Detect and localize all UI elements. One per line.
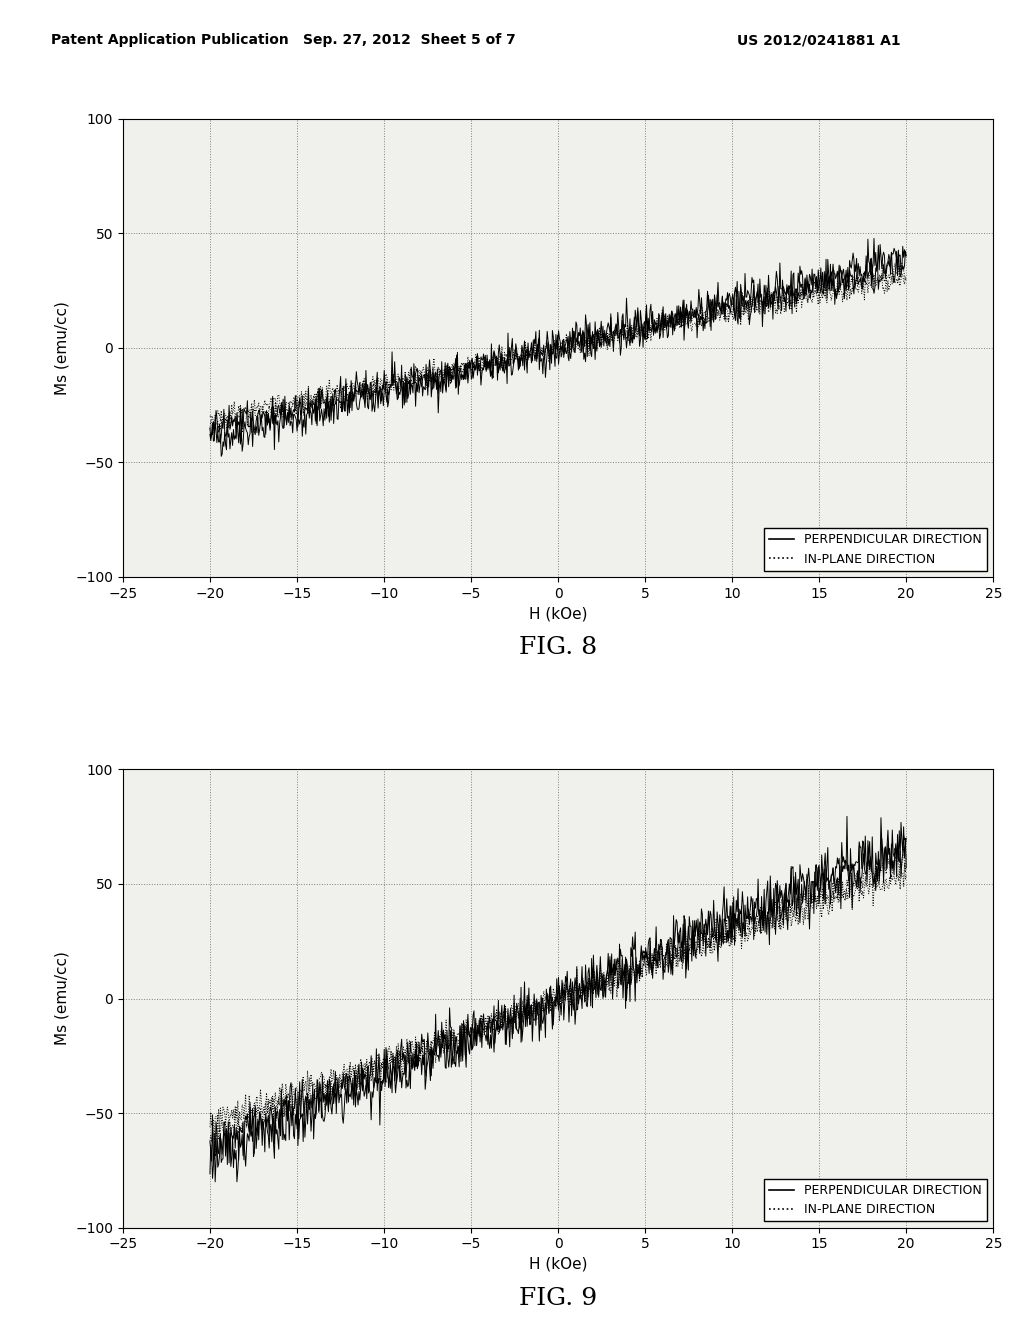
Text: Patent Application Publication: Patent Application Publication xyxy=(51,33,289,48)
Y-axis label: Ms (emu/cc): Ms (emu/cc) xyxy=(54,952,70,1045)
Text: Sep. 27, 2012  Sheet 5 of 7: Sep. 27, 2012 Sheet 5 of 7 xyxy=(303,33,516,48)
X-axis label: H (kOe): H (kOe) xyxy=(528,606,588,622)
Legend: PERPENDICULAR DIRECTION, IN-PLANE DIRECTION: PERPENDICULAR DIRECTION, IN-PLANE DIRECT… xyxy=(764,528,987,570)
Text: US 2012/0241881 A1: US 2012/0241881 A1 xyxy=(737,33,901,48)
Legend: PERPENDICULAR DIRECTION, IN-PLANE DIRECTION: PERPENDICULAR DIRECTION, IN-PLANE DIRECT… xyxy=(764,1179,987,1221)
Text: FIG. 8: FIG. 8 xyxy=(519,636,597,660)
X-axis label: H (kOe): H (kOe) xyxy=(528,1257,588,1272)
Text: FIG. 9: FIG. 9 xyxy=(519,1287,597,1309)
Y-axis label: Ms (emu/cc): Ms (emu/cc) xyxy=(54,301,70,395)
